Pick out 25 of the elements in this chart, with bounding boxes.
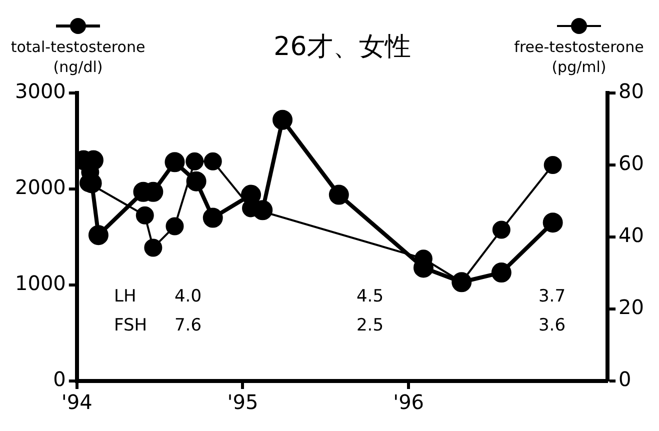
y-tick-label: 0 bbox=[53, 367, 66, 392]
chart-title: 26才、女性 bbox=[274, 32, 411, 62]
annotation: 7.6 bbox=[174, 315, 202, 336]
x-tick-label: '96 bbox=[393, 390, 424, 414]
annotation: 4.5 bbox=[356, 286, 384, 306]
x-tick-label: '94 bbox=[61, 390, 92, 414]
y2-tick-label: 60 bbox=[618, 151, 644, 176]
annotation: FSH bbox=[114, 315, 148, 336]
y2-tick-label: 0 bbox=[618, 367, 632, 392]
y-axis-title: (ng/dl) bbox=[53, 58, 103, 76]
y-tick-label: 3000 bbox=[14, 79, 66, 104]
annotation: 3.6 bbox=[538, 315, 566, 336]
annotation: 2.5 bbox=[356, 315, 384, 336]
y2-axis-title: (pg/ml) bbox=[552, 58, 606, 76]
y-tick-label: 2000 bbox=[14, 175, 66, 200]
y-tick-label: 1000 bbox=[14, 271, 66, 296]
x-tick-label: '95 bbox=[227, 390, 258, 414]
annotation: 3.7 bbox=[538, 286, 566, 306]
y2-tick-label: 80 bbox=[618, 79, 644, 104]
y2-tick-label: 20 bbox=[618, 295, 644, 320]
y2-tick-label: 40 bbox=[618, 223, 644, 248]
legend-label: total-testosterone bbox=[10, 38, 146, 56]
legend-label: free-testosterone bbox=[514, 38, 644, 56]
annotation: 4.0 bbox=[174, 286, 202, 306]
annotation: LH bbox=[114, 286, 136, 306]
